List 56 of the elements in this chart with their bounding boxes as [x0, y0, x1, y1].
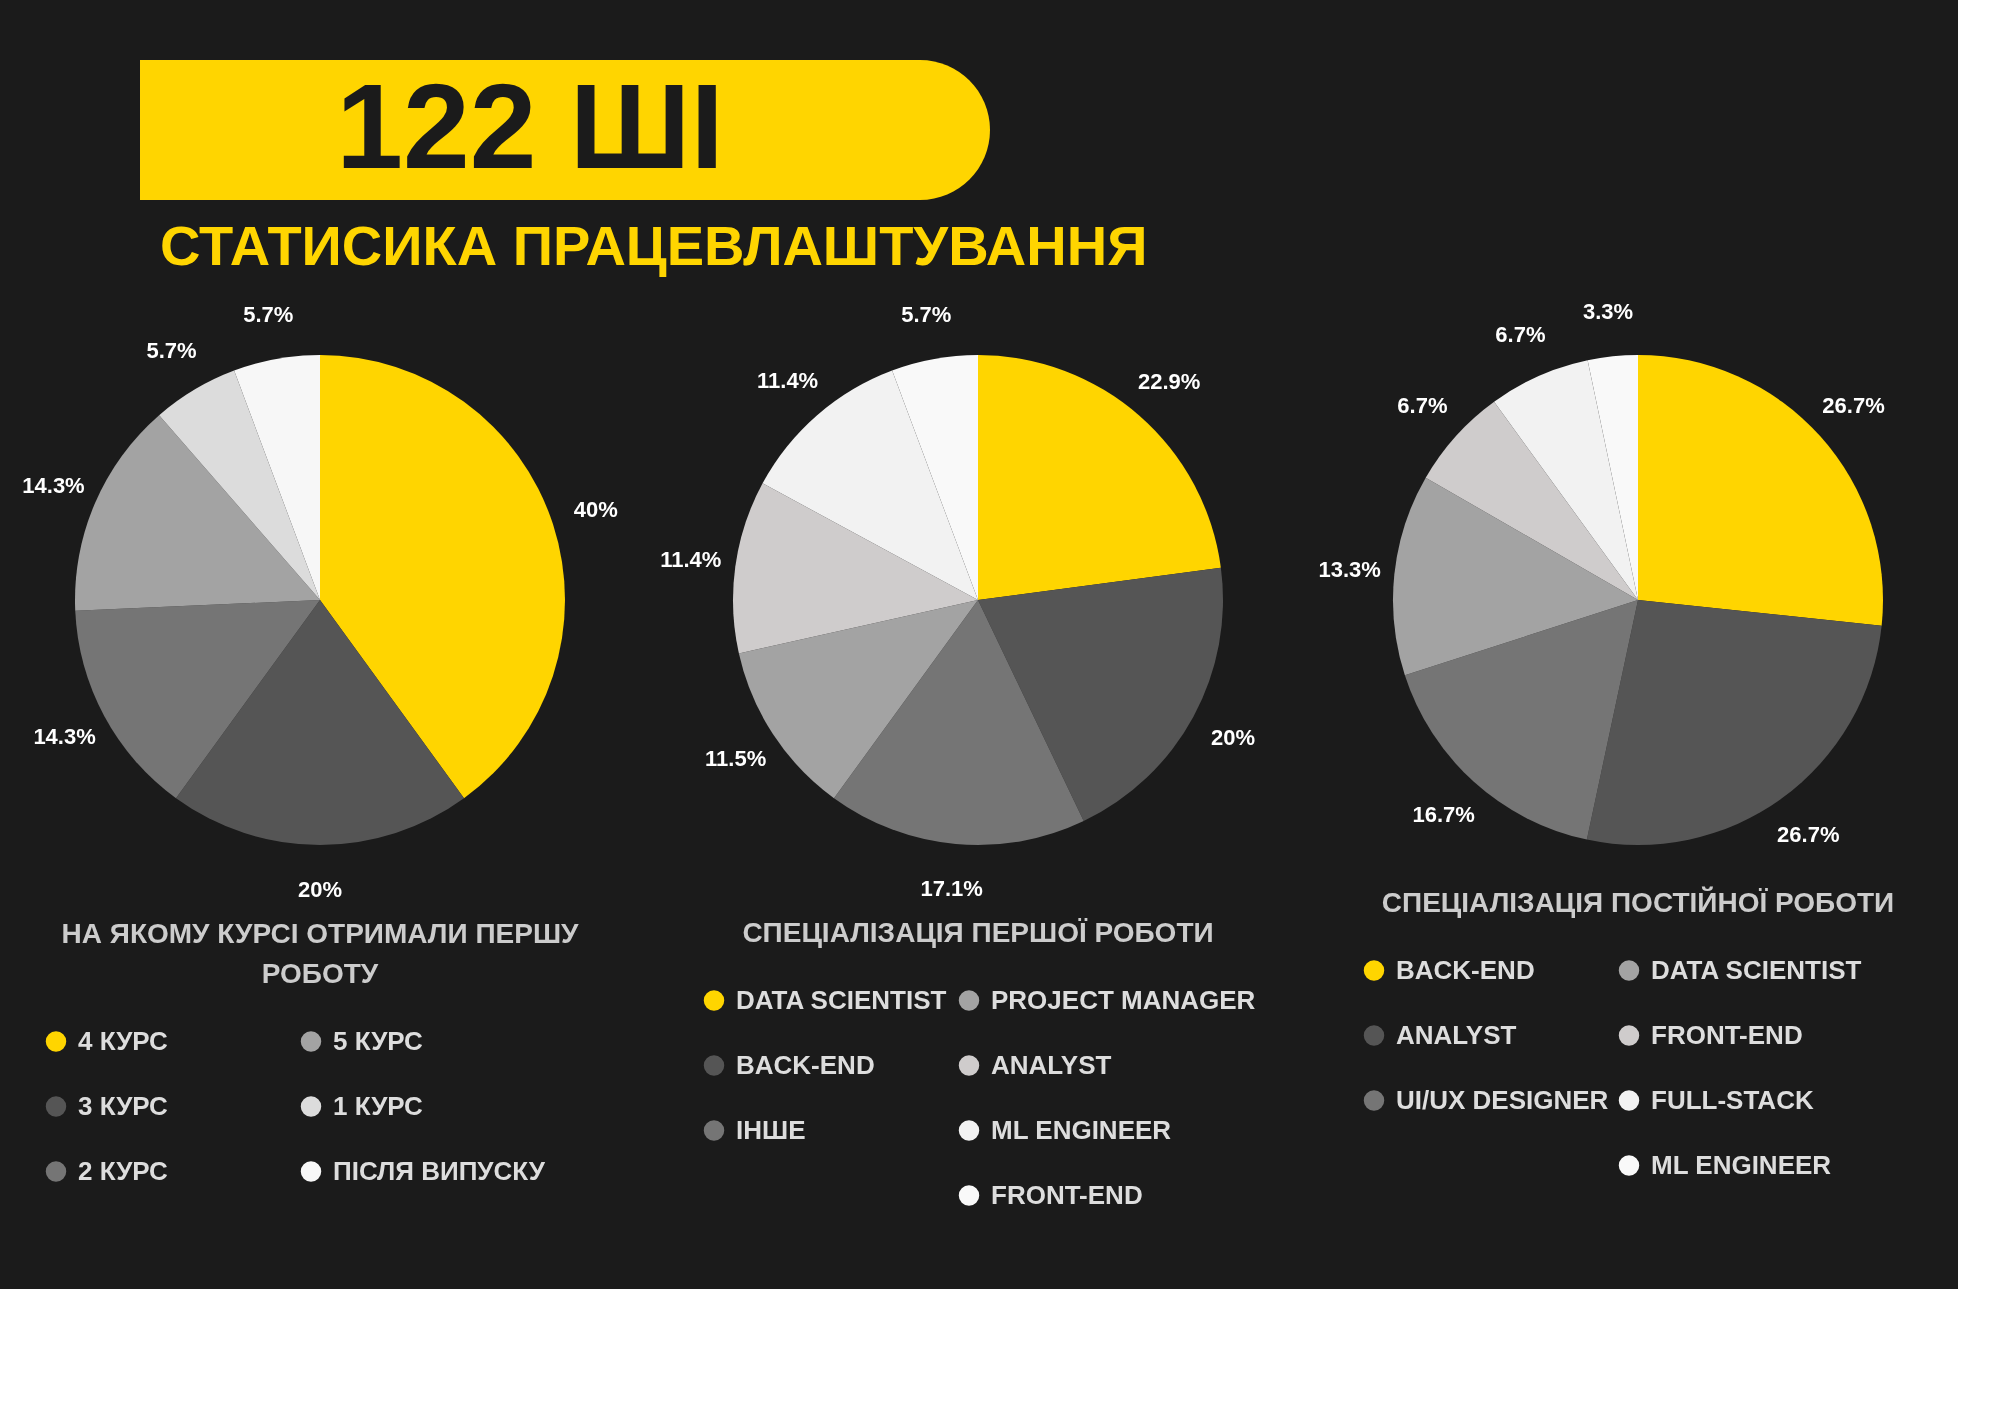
- chart-title: 122 ШІ: [336, 59, 724, 193]
- data-label: 26.7%: [1777, 821, 1840, 847]
- data-label: 5.7%: [243, 301, 294, 327]
- data-label: 3.3%: [1582, 298, 1634, 324]
- data-label: 14.3%: [22, 472, 85, 498]
- legend-label: BACK-END: [1396, 954, 1535, 985]
- legend-title: СПЕЦІАЛІЗАЦІЯ ПЕРШОЇ РОБОТИ: [742, 917, 1214, 948]
- legend-label: ML ENGINEER: [1651, 1149, 1832, 1180]
- data-label: 13.3%: [1318, 556, 1381, 582]
- pie-slice: [320, 355, 565, 799]
- legend-title: НА ЯКОМУ КУРСІ ОТРИМАЛИ ПЕРШУ РОБОТУ: [61, 918, 579, 989]
- pie-slice: [1404, 600, 1638, 840]
- data-label: 11.5%: [705, 746, 767, 772]
- data-label: 40%: [573, 497, 618, 523]
- chart-subtitle: СТАТИСИКА ПРАЦЕВЛАШТУВАННЯ: [160, 214, 1148, 277]
- legend-label: ANALYST: [1396, 1019, 1517, 1050]
- data-label: 16.7%: [1412, 802, 1475, 828]
- legend-label: 1 КУРС: [333, 1090, 424, 1121]
- data-label: 14.3%: [33, 724, 96, 750]
- data-label: 26.7%: [1822, 393, 1885, 418]
- legend-label: DATA SCIENTIST: [1651, 954, 1862, 985]
- pie-slice: [833, 600, 1084, 845]
- data-label: 20%: [1210, 725, 1256, 751]
- data-label: 17.1%: [920, 875, 983, 901]
- legend-title: СПЕЦІАЛІЗАЦІЯ ПОСТІЙНОЇ РОБОТИ: [1381, 886, 1895, 918]
- legend-label: PROJECT MANAGER: [991, 984, 1256, 1015]
- data-label: 5.7%: [901, 301, 952, 327]
- data-label: 6.7%: [1495, 321, 1546, 347]
- legend-label: ML ENGINEER: [991, 1114, 1172, 1145]
- legend-label: ІНШЕ: [736, 1114, 806, 1145]
- legend-label: FRONT-END: [991, 1179, 1143, 1210]
- data-label: 11.4%: [660, 547, 722, 573]
- legend-label: 4 КУРС: [78, 1025, 169, 1056]
- legend-label: ANALYST: [991, 1049, 1112, 1080]
- pie-slice: [159, 370, 320, 600]
- pie-slice: [1586, 600, 1882, 845]
- data-label: 20%: [297, 877, 343, 902]
- pie-slice: [175, 600, 465, 845]
- legend-label: FULL-STACK: [1651, 1084, 1814, 1115]
- legend-label: UI/UX DESIGNER: [1396, 1084, 1609, 1115]
- pie-slice: [1393, 477, 1638, 676]
- data-label: 6.7%: [1397, 393, 1448, 418]
- legend-label: ПІСЛЯ ВИПУСКУ: [333, 1155, 546, 1186]
- data-label: 5.7%: [146, 337, 197, 363]
- pie-slice: [1638, 355, 1883, 626]
- legend-label: DATA SCIENTIST: [736, 984, 947, 1015]
- legend-label: FRONT-END: [1651, 1019, 1803, 1050]
- legend-label: BACK-END: [736, 1049, 875, 1080]
- legend-label: 2 КУРС: [78, 1155, 169, 1186]
- data-label: 11.4%: [757, 368, 819, 394]
- pie-slice: [733, 483, 978, 654]
- pie-slice: [978, 355, 1221, 600]
- data-label: 22.9%: [1137, 368, 1201, 394]
- legend-label: 5 КУРС: [333, 1025, 424, 1056]
- pie-slice: [234, 355, 320, 600]
- legend-label: 3 КУРС: [78, 1090, 169, 1121]
